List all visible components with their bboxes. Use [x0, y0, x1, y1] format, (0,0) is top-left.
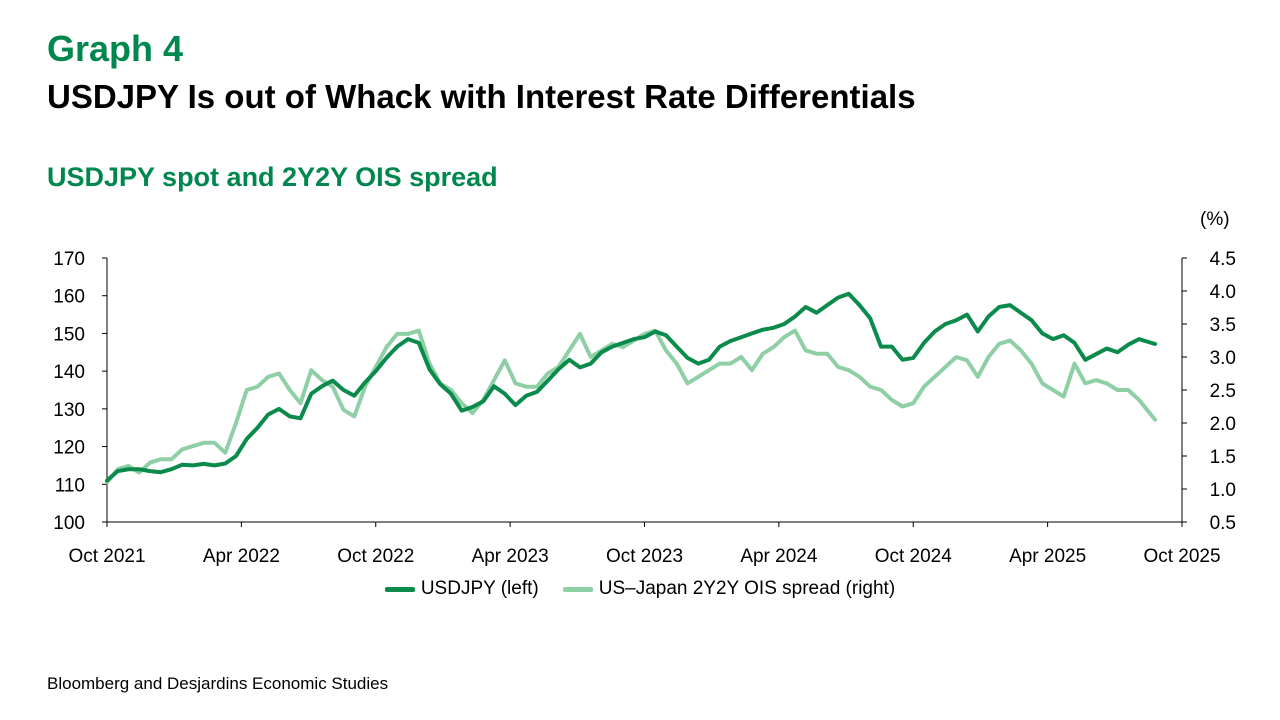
series-lines [105, 291, 1158, 485]
right-tick-label: 3.0 [1210, 348, 1236, 369]
left-tick-label: 130 [53, 400, 85, 421]
x-tick-label: Oct 2023 [606, 546, 683, 567]
right-tick-label: 1.0 [1210, 480, 1236, 501]
left-tick-label: 110 [55, 475, 85, 496]
legend-label-ois: US–Japan 2Y2Y OIS spread (right) [598, 578, 896, 599]
legend-item-usdjpy: USDJPY (left) [384, 578, 539, 600]
x-tick-label: Oct 2021 [68, 546, 145, 567]
right-tick-label: 0.5 [1210, 513, 1236, 534]
left-tick-label: 160 [53, 287, 85, 308]
x-tick-label: Apr 2022 [203, 546, 280, 567]
x-tick-label: Oct 2025 [1143, 546, 1220, 567]
source-note: Bloomberg and Desjardins Economic Studie… [47, 674, 389, 693]
right-axis-unit: (%) [1200, 209, 1230, 230]
x-tick-label: Apr 2024 [740, 546, 818, 567]
x-tick-label: Apr 2025 [1009, 546, 1086, 567]
chart-subtitle: USDJPY spot and 2Y2Y OIS spread [47, 162, 498, 192]
legend: USDJPY (left) US–Japan 2Y2Y OIS spread (… [0, 578, 1280, 600]
left-tick-label: 150 [53, 324, 85, 345]
left-tick-label: 100 [53, 513, 85, 534]
legend-swatch-usdjpy [384, 586, 415, 592]
right-tick-label: 1.5 [1210, 447, 1236, 468]
right-tick-label: 4.0 [1210, 282, 1236, 303]
series-line-ois-spread [105, 328, 1158, 485]
right-tick-label: 2.5 [1210, 381, 1236, 402]
left-tick-label: 170 [53, 249, 85, 270]
graph-number: Graph 4 [47, 28, 184, 69]
page-title: USDJPY Is out of Whack with Interest Rat… [47, 78, 916, 115]
right-tick-label: 2.0 [1210, 414, 1236, 435]
legend-item-ois: US–Japan 2Y2Y OIS spread (right) [562, 578, 896, 600]
legend-swatch-ois [562, 586, 593, 592]
series-line-usdjpy [105, 291, 1158, 483]
x-tick-label: Apr 2023 [472, 546, 549, 567]
left-tick-label: 120 [53, 438, 85, 459]
x-tick-label: Oct 2024 [875, 546, 953, 567]
right-tick-label: 3.5 [1210, 315, 1236, 336]
legend-label-usdjpy: USDJPY (left) [420, 578, 539, 599]
left-tick-label: 140 [53, 362, 85, 383]
x-tick-label: Oct 2022 [337, 546, 414, 567]
right-tick-label: 4.5 [1210, 249, 1236, 270]
axes: 100 110 120 130 140 150 160 170 0.5 1.0 1.5 2.0 2.5 3… [53, 249, 1236, 567]
